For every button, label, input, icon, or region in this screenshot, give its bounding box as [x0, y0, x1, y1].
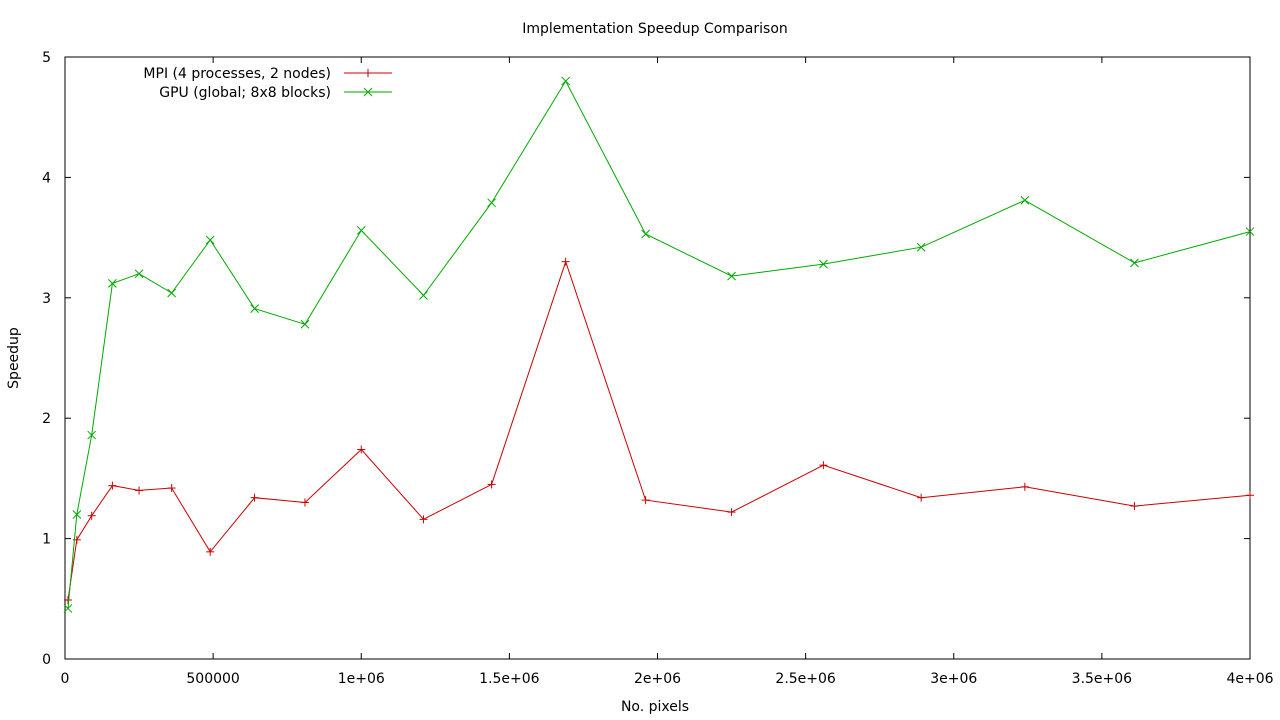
data-point-series-2 — [205, 235, 215, 245]
data-point-series-2 — [916, 242, 926, 252]
plot-frame — [64, 56, 1251, 660]
legend-marker-series-1 — [364, 69, 372, 77]
data-point-series-1 — [419, 515, 428, 524]
data-point-series-2 — [250, 304, 259, 313]
data-point-series-2 — [63, 604, 73, 613]
legend-marker-series-2 — [363, 87, 373, 97]
data-point-series-1 — [108, 481, 117, 490]
data-point-series-1 — [819, 461, 828, 470]
data-point-series-1 — [167, 484, 176, 493]
y-tick-label: 0 — [42, 652, 51, 668]
data-point-series-1 — [250, 493, 259, 502]
data-point-series-2 — [134, 269, 144, 279]
legend: MPI (4 processes, 2 nodes) GPU (global; 8… — [143, 66, 392, 101]
data-point-series-2 — [727, 271, 736, 281]
data-point-series-2 — [108, 278, 117, 288]
y-tick-label: 5 — [42, 50, 51, 66]
data-point-series-2 — [300, 319, 310, 329]
data-point-series-1 — [727, 508, 736, 517]
data-point-series-2 — [561, 76, 571, 86]
x-tick-label: 2.5e+06 — [775, 671, 836, 687]
data-point-series-2 — [72, 510, 82, 519]
data-point-series-2 — [1130, 258, 1139, 268]
data-point-series-1 — [641, 496, 650, 505]
x-tick-label: 0 — [61, 671, 70, 687]
data-point-series-2 — [487, 198, 496, 208]
data-point-series-1 — [1246, 491, 1254, 500]
data-point-series-2 — [819, 259, 828, 269]
data-point-series-2 — [167, 288, 177, 298]
data-point-series-2 — [419, 291, 428, 300]
data-point-series-1 — [1130, 502, 1139, 511]
y-tick-label: 1 — [42, 532, 51, 548]
data-point-series-1 — [487, 480, 496, 489]
x-tick-label: 1e+06 — [338, 671, 385, 687]
data-point-series-1 — [63, 596, 72, 605]
data-point-series-1 — [300, 498, 309, 507]
chart-title: Implementation Speedup Comparison — [522, 21, 788, 37]
data-point-series-2 — [1245, 227, 1255, 236]
data-point-series-1 — [1020, 482, 1029, 491]
x-tick-label: 2e+06 — [634, 671, 681, 687]
data-point-series-2 — [641, 229, 651, 239]
axis-ticks: 0 500000 1e+06 1.5e+06 2e+06 2.5e+06 3e+06 3.5e… — [42, 50, 1274, 687]
data-point-series-1 — [561, 257, 570, 266]
x-tick-label: 500000 — [186, 671, 239, 687]
data-point-series-1 — [206, 547, 215, 556]
data-point-series-2 — [1020, 195, 1030, 205]
series-group — [63, 76, 1255, 613]
x-tick-label: 3.5e+06 — [1072, 671, 1133, 687]
data-point-series-2 — [87, 430, 97, 440]
y-tick-label: 3 — [42, 291, 51, 307]
data-point-series-1 — [917, 493, 926, 502]
data-point-series-1 — [135, 486, 144, 495]
data-point-series-2 — [356, 226, 366, 235]
x-tick-label: 1.5e+06 — [479, 671, 540, 687]
series-line-1 — [67, 260, 1251, 601]
x-tick-label: 3e+06 — [930, 671, 977, 687]
series-line-2 — [67, 80, 1251, 609]
x-axis-label: No. pixels — [621, 699, 689, 715]
data-point-series-1 — [357, 445, 366, 454]
x-tick-label: 4e+06 — [1226, 671, 1273, 687]
legend-label-series-2: GPU (global; 8x8 blocks) — [159, 85, 331, 101]
y-axis-label: Speedup — [6, 327, 22, 389]
data-point-series-1 — [87, 511, 96, 520]
y-tick-label: 4 — [42, 170, 51, 186]
y-tick-label: 2 — [42, 411, 51, 427]
legend-label-series-1: MPI (4 processes, 2 nodes) — [143, 66, 331, 82]
